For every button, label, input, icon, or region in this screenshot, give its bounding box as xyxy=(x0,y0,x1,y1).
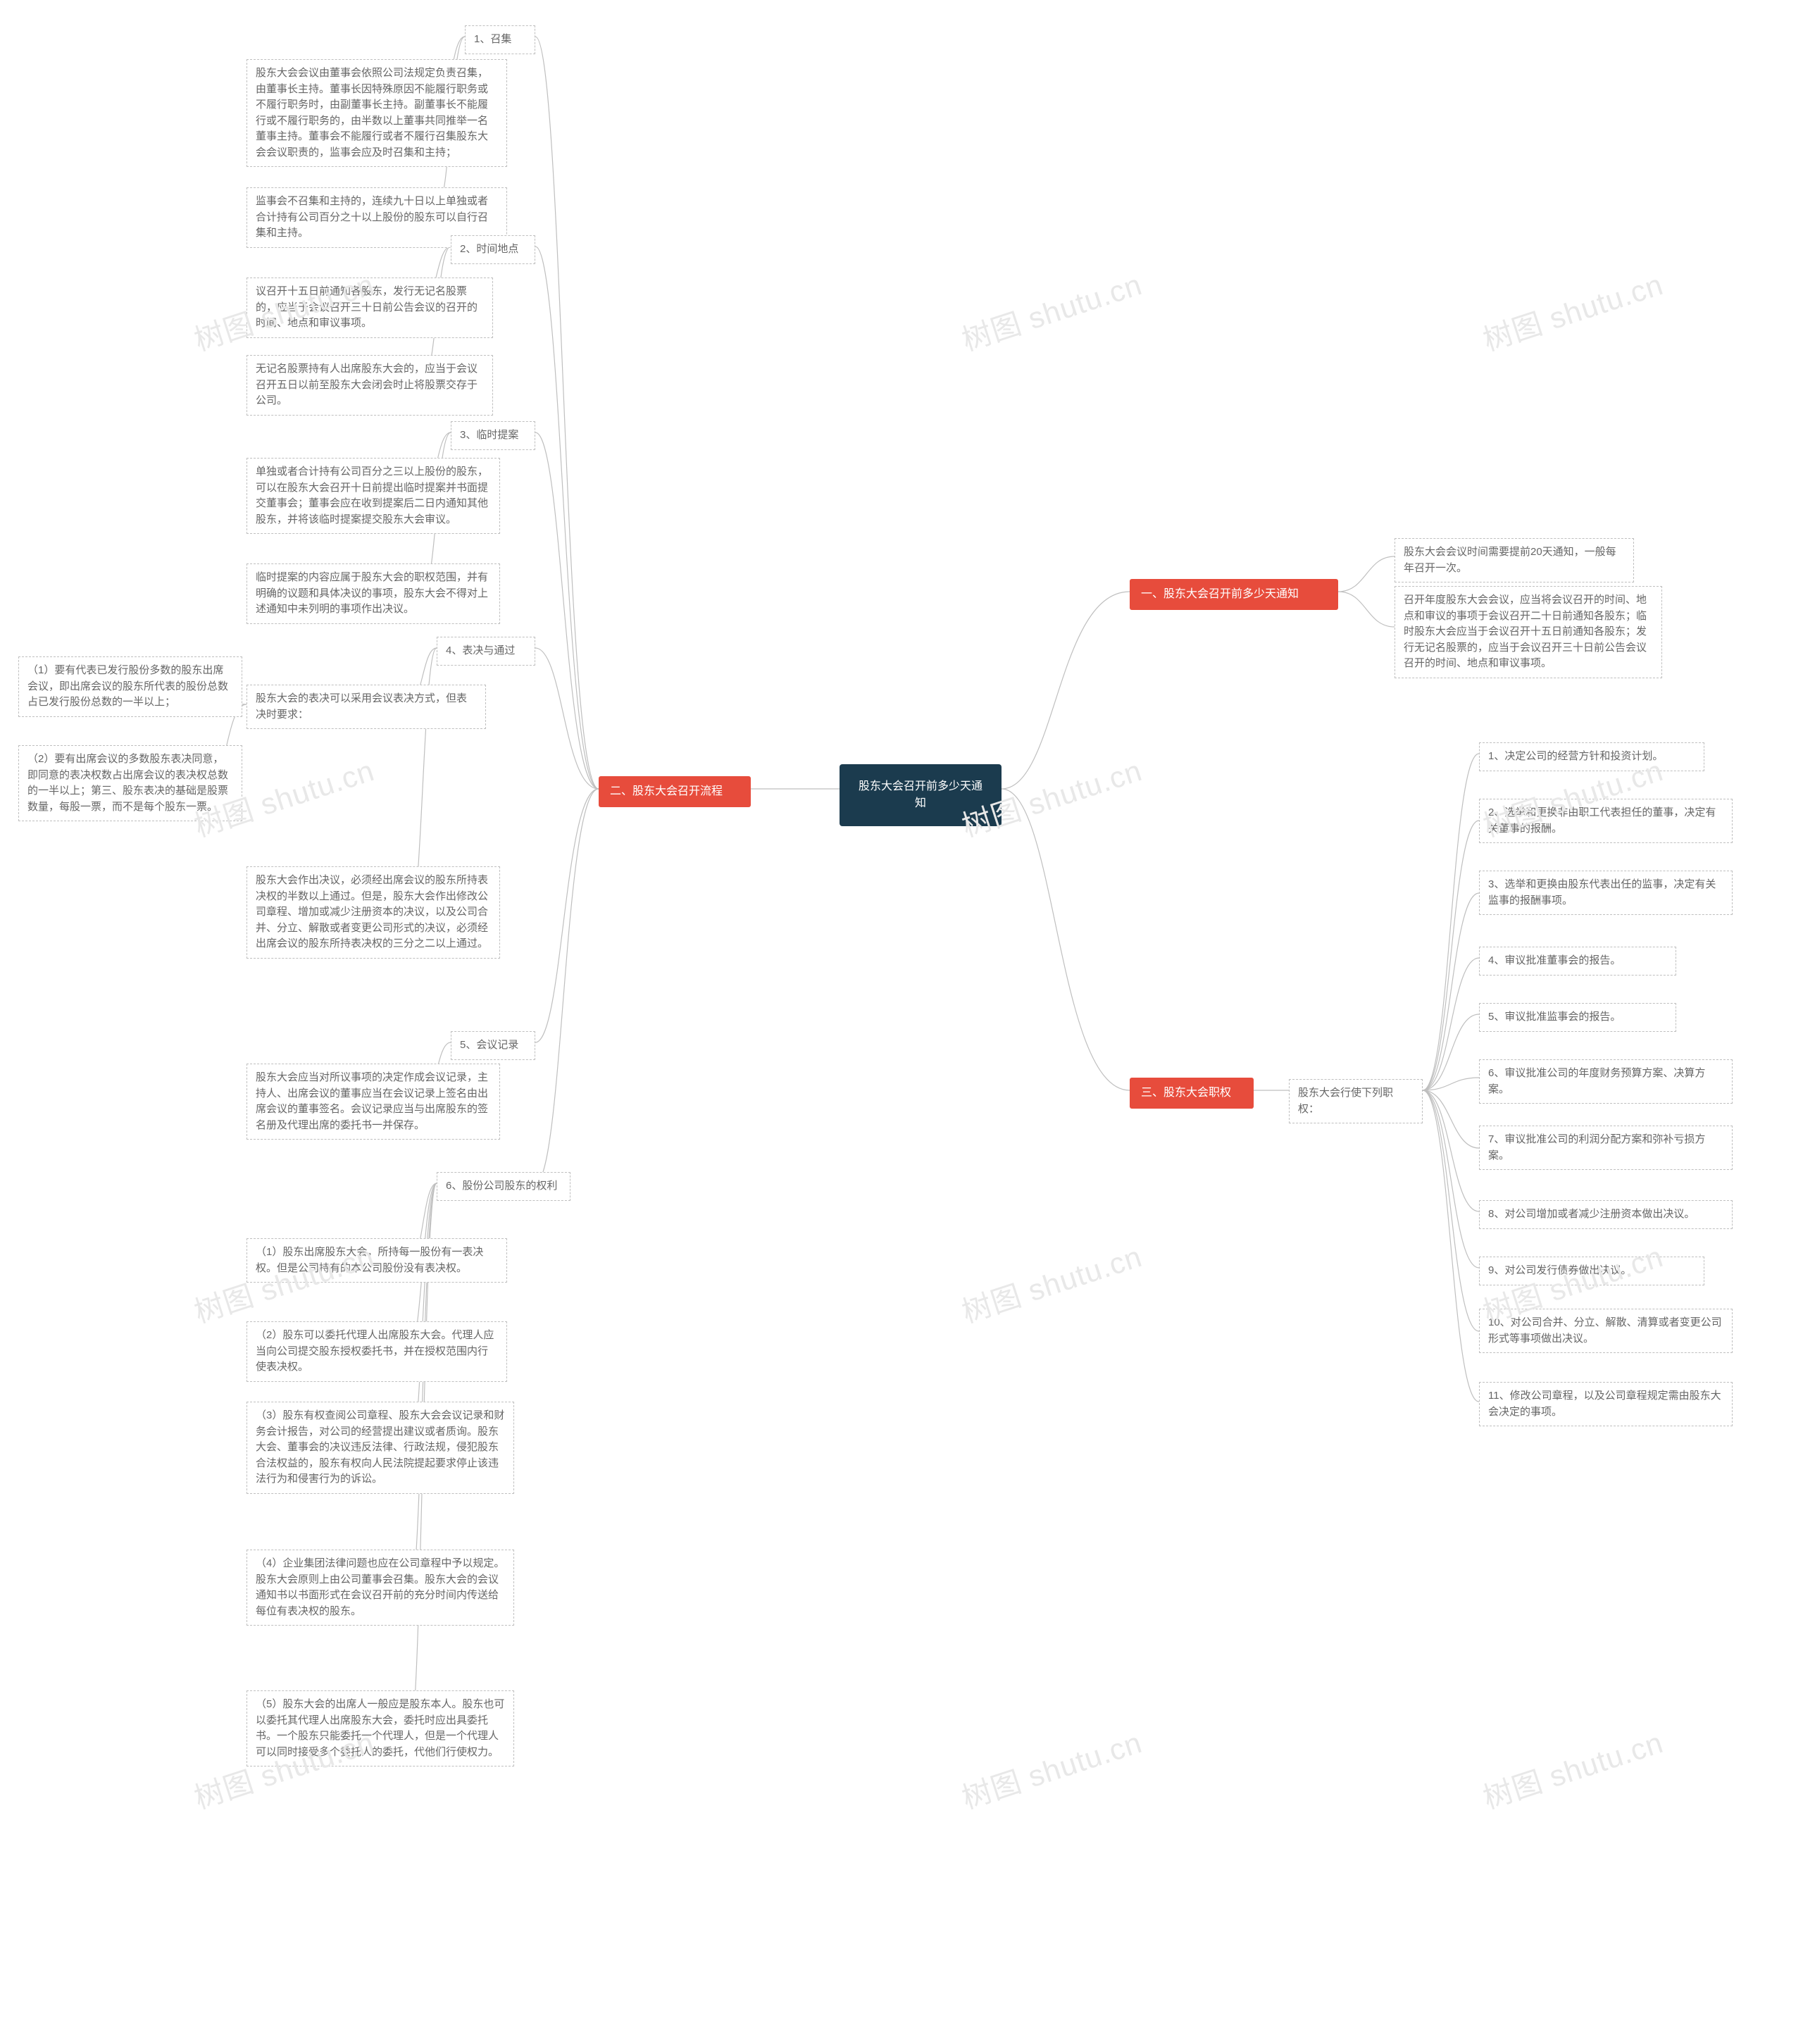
branch3-child-0: 1、决定公司的经营方针和投资计划。 xyxy=(1479,742,1704,771)
sec5-header: 5、会议记录 xyxy=(451,1031,535,1060)
branch-left-2: 二、股东大会召开流程 xyxy=(599,776,751,807)
branch3-child-3: 4、审议批准董事会的报告。 xyxy=(1479,947,1676,976)
watermark-text: 树图 shutu.cn xyxy=(1477,1719,1668,1817)
watermark-text: 树图 shutu.cn xyxy=(1477,261,1668,359)
sec5-item-0: 股东大会应当对所议事项的决定作成会议记录，主持人、出席会议的董事应当在会议记录上… xyxy=(247,1064,500,1140)
branch3-child-1: 2、选举和更换非由职工代表担任的董事，决定有关董事的报酬。 xyxy=(1479,799,1733,843)
sec2-item-0: 议召开十五日前通知各股东，发行无记名股票的，应当于会议召开三十日前公告会议的召开… xyxy=(247,278,493,338)
sec1-item-0: 股东大会会议由董事会依照公司法规定负责召集，由董事长主持。董事长因特殊原因不能履… xyxy=(247,59,507,167)
sec4-subitem-1: （2）要有出席会议的多数股东表决同意，即同意的表决权数占出席会议的表决权总数的一… xyxy=(18,745,242,821)
branch3-child-2: 3、选举和更换由股东代表出任的监事，决定有关监事的报酬事项。 xyxy=(1479,871,1733,915)
branch3-intermediate: 股东大会行使下列职权： xyxy=(1289,1079,1423,1123)
mindmap-canvas: 股东大会召开前多少天通 知 一、股东大会召开前多少天通知 股东大会会议时间需要提… xyxy=(0,0,1803,2044)
sec4-item-1: 股东大会作出决议，必须经出席会议的股东所持表决权的半数以上通过。但是，股东大会作… xyxy=(247,866,500,959)
sec3-item-1: 临时提案的内容应属于股东大会的职权范围，并有明确的议题和具体决议的事项，股东大会… xyxy=(247,563,500,624)
branch3-child-10: 11、修改公司章程，以及公司章程规定需由股东大会决定的事项。 xyxy=(1479,1382,1733,1426)
sec4-subitem-0: （1）要有代表已发行股份多数的股东出席会议，即出席会议的股东所代表的股份总数占已… xyxy=(18,656,242,717)
branch-right-1: 一、股东大会召开前多少天通知 xyxy=(1130,579,1338,610)
watermark-text: 树图 shutu.cn xyxy=(956,261,1147,359)
branch3-child-7: 8、对公司增加或者减少注册资本做出决议。 xyxy=(1479,1200,1733,1229)
sec4-item-0: 股东大会的表决可以采用会议表决方式，但表决时要求： xyxy=(247,685,486,729)
watermark-text: 树图 shutu.cn xyxy=(956,1233,1147,1331)
sec3-item-0: 单独或者合计持有公司百分之三以上股份的股东，可以在股东大会召开十日前提出临时提案… xyxy=(247,458,500,534)
branch3-child-6: 7、审议批准公司的利润分配方案和弥补亏损方案。 xyxy=(1479,1126,1733,1170)
sec2-item-1: 无记名股票持有人出席股东大会的，应当于会议召开五日以前至股东大会闭会时止将股票交… xyxy=(247,355,493,416)
sec1-header: 1、召集 xyxy=(465,25,535,54)
sec6-header: 6、股份公司股东的权利 xyxy=(437,1172,570,1201)
sec4-header: 4、表决与通过 xyxy=(437,637,535,666)
sec2-header: 2、时间地点 xyxy=(451,235,535,264)
branch-right-3: 三、股东大会职权 xyxy=(1130,1078,1254,1109)
sec6-item-3: （4）企业集团法律问题也应在公司章程中予以规定。股东大会原则上由公司董事会召集。… xyxy=(247,1550,514,1626)
branch3-child-9: 10、对公司合并、分立、解散、清算或者变更公司形式等事项做出决议。 xyxy=(1479,1309,1733,1353)
branch1-child-1: 召开年度股东大会会议，应当将会议召开的时间、地点和审议的事项于会议召开二十日前通… xyxy=(1395,586,1662,678)
watermark-text: 树图 shutu.cn xyxy=(956,1719,1147,1817)
root-node: 股东大会召开前多少天通 知 xyxy=(840,764,1002,826)
sec3-header: 3、临时提案 xyxy=(451,421,535,450)
branch3-child-5: 6、审议批准公司的年度财务预算方案、决算方案。 xyxy=(1479,1059,1733,1104)
sec6-item-1: （2）股东可以委托代理人出席股东大会。代理人应当向公司提交股东授权委托书，并在授… xyxy=(247,1321,507,1382)
sec6-item-0: （1）股东出席股东大会，所持每一股份有一表决权。但是公司持有的本公司股份没有表决… xyxy=(247,1238,507,1283)
branch3-child-4: 5、审议批准监事会的报告。 xyxy=(1479,1003,1676,1032)
branch1-child-0: 股东大会会议时间需要提前20天通知，一般每年召开一次。 xyxy=(1395,538,1634,582)
sec6-item-4: （5）股东大会的出席人一般应是股东本人。股东也可以委托其代理人出席股东大会，委托… xyxy=(247,1690,514,1766)
sec6-item-2: （3）股东有权查阅公司章程、股东大会会议记录和财务会计报告，对公司的经营提出建议… xyxy=(247,1402,514,1494)
branch3-child-8: 9、对公司发行债券做出决议。 xyxy=(1479,1257,1704,1285)
